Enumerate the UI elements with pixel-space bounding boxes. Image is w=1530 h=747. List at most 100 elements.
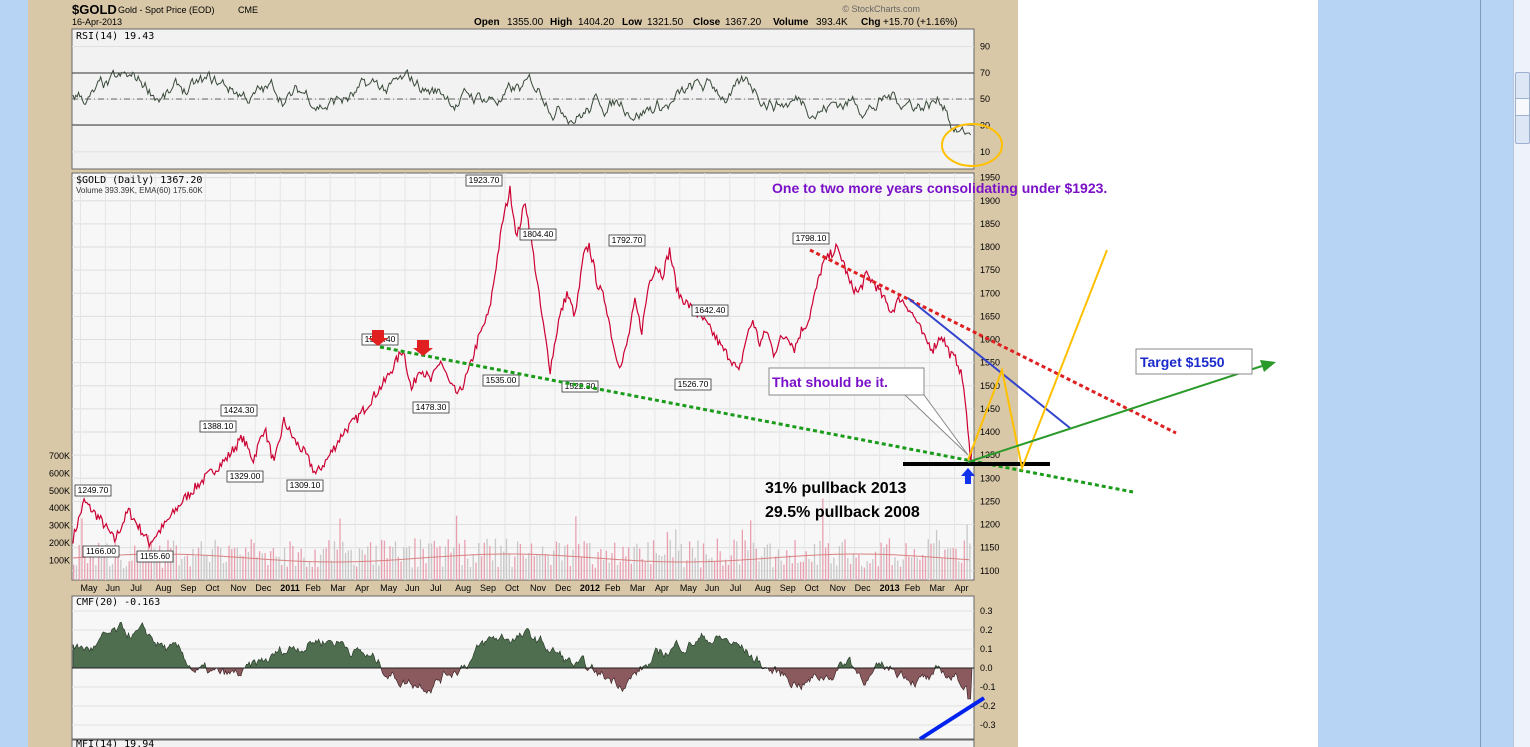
volume-bar (95, 564, 97, 580)
volume-bar (969, 543, 971, 580)
volume-bar (134, 545, 136, 580)
volume-bar (106, 543, 108, 580)
volume-subtitle: Volume 393.39K, EMA(60) 175.60K (76, 186, 203, 195)
volume-bar (813, 544, 816, 580)
right-window-area (1318, 0, 1530, 747)
volume-bar (569, 565, 571, 580)
volume-bar (550, 564, 552, 580)
volume-bar (913, 549, 916, 580)
volume-bar (960, 562, 963, 580)
price-label: 1424.30 (224, 405, 255, 415)
x-tick-label: Sep (180, 583, 196, 593)
volume-bar (941, 558, 943, 580)
volume-bar (428, 543, 430, 580)
volume-bar (331, 560, 333, 580)
volume-bar (228, 545, 230, 580)
volume-bar (600, 548, 602, 580)
volume-bar (317, 566, 319, 580)
volume-bar (528, 553, 530, 580)
volume-bar (122, 567, 125, 580)
volume-bar (231, 549, 233, 580)
cmf-title: CMF(20) -0.163 (76, 597, 160, 608)
blue-up-arrow (961, 468, 975, 484)
volume-bar (897, 560, 899, 580)
x-tick-label: Dec (855, 583, 872, 593)
volume-bar (508, 553, 510, 580)
volume-bar (442, 566, 444, 580)
vertical-scrollbar[interactable] (1513, 0, 1530, 747)
volume-bar (555, 541, 558, 580)
volume-bar (344, 552, 347, 580)
volume-bar (142, 551, 144, 580)
volume-bar (222, 563, 225, 580)
x-tick-label: Aug (755, 583, 771, 593)
price-label-box (482, 374, 520, 387)
rsi-tick-label: 50 (980, 94, 990, 104)
volume-bar (389, 546, 391, 580)
price-tick-label: 1650 (980, 311, 1000, 321)
x-tick-label: May (80, 583, 98, 593)
volume-bar (786, 550, 788, 580)
volume-tick-label: 600K (49, 468, 70, 478)
volume-bar (192, 548, 194, 580)
volume-bar (183, 556, 186, 580)
volume-bar (899, 566, 902, 580)
price-label-box (136, 550, 174, 563)
volume-bar (214, 539, 216, 580)
volume-bar (605, 550, 608, 580)
cmf-tick-label: -0.2 (980, 701, 996, 711)
volume-bar (281, 565, 283, 580)
x-tick-label: Nov (530, 583, 547, 593)
callout-text: That should be it. (772, 374, 888, 390)
volume-bar (891, 565, 893, 580)
volume-bar (467, 558, 469, 580)
volume-bar (350, 549, 352, 580)
volume-bar (300, 548, 302, 580)
volume-bar (852, 553, 854, 580)
volume-bar (811, 561, 813, 580)
rsi-title: RSI(14) 19.43 (76, 31, 154, 42)
volume-bar (203, 555, 205, 580)
callout-pointer (903, 394, 969, 456)
volume-bar (944, 549, 946, 580)
volume-bar (353, 564, 355, 580)
low-label: Low (622, 17, 642, 28)
volume-bar (516, 541, 519, 580)
volume-bar (544, 554, 546, 580)
volume-bar (294, 565, 297, 580)
price-label: 1166.00 (86, 546, 116, 556)
volume-bar (758, 561, 760, 580)
volume-bar (955, 548, 957, 580)
x-tick-label: Dec (255, 583, 272, 593)
volume-bar (652, 540, 655, 580)
price-tick-label: 1200 (980, 520, 1000, 530)
volume-bar (505, 538, 508, 580)
volume-bar (933, 543, 935, 580)
volume-bar (872, 559, 874, 580)
blue-trendline (907, 297, 1071, 429)
target-arrow-head (1260, 360, 1276, 372)
volume-bar (422, 548, 424, 580)
volume-bar (328, 540, 330, 580)
volume-bar (730, 555, 732, 580)
price-label: 1155.60 (140, 551, 170, 561)
volume-bar (963, 540, 965, 580)
volume-bar (750, 520, 752, 580)
price-label-box (286, 479, 324, 492)
x-tick-label: Apr (655, 583, 669, 593)
volume-bar (616, 564, 619, 580)
volume-bar (902, 559, 904, 580)
volume-bar (84, 546, 86, 580)
open-label: Open (474, 17, 500, 28)
chg-label: Chg (861, 17, 880, 28)
volume-bar (400, 561, 402, 580)
volume-bar (453, 547, 455, 580)
volume-bar (847, 557, 849, 580)
callout-box (768, 367, 925, 396)
price-tick-label: 1700 (980, 288, 1000, 298)
price-label-box (220, 404, 258, 417)
volume-bar (286, 566, 288, 580)
price-label-box (608, 234, 646, 247)
volume-bar (894, 557, 896, 580)
